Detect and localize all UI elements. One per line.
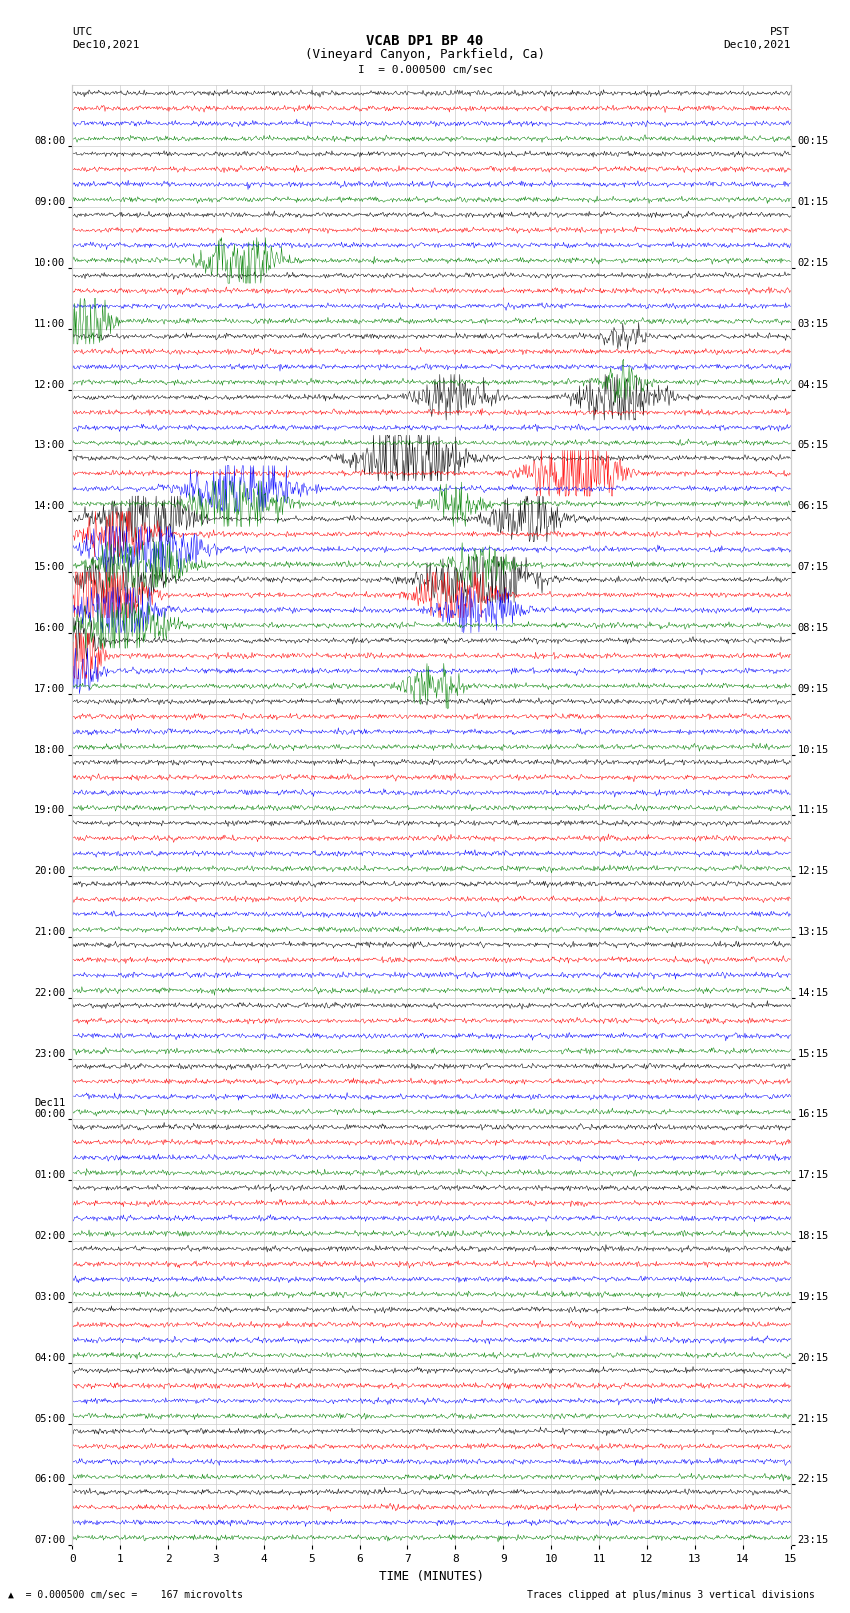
Text: UTC: UTC [72,27,93,37]
Text: PST: PST [770,27,790,37]
Text: VCAB DP1 BP 40: VCAB DP1 BP 40 [366,34,484,48]
Text: Dec10,2021: Dec10,2021 [72,40,139,50]
X-axis label: TIME (MINUTES): TIME (MINUTES) [379,1569,484,1582]
Text: (Vineyard Canyon, Parkfield, Ca): (Vineyard Canyon, Parkfield, Ca) [305,48,545,61]
Text: Traces clipped at plus/minus 3 vertical divisions: Traces clipped at plus/minus 3 vertical … [527,1590,815,1600]
Text: ▲  = 0.000500 cm/sec =    167 microvolts: ▲ = 0.000500 cm/sec = 167 microvolts [8,1590,243,1600]
Text: I  = 0.000500 cm/sec: I = 0.000500 cm/sec [358,65,492,74]
Text: Dec10,2021: Dec10,2021 [723,40,791,50]
